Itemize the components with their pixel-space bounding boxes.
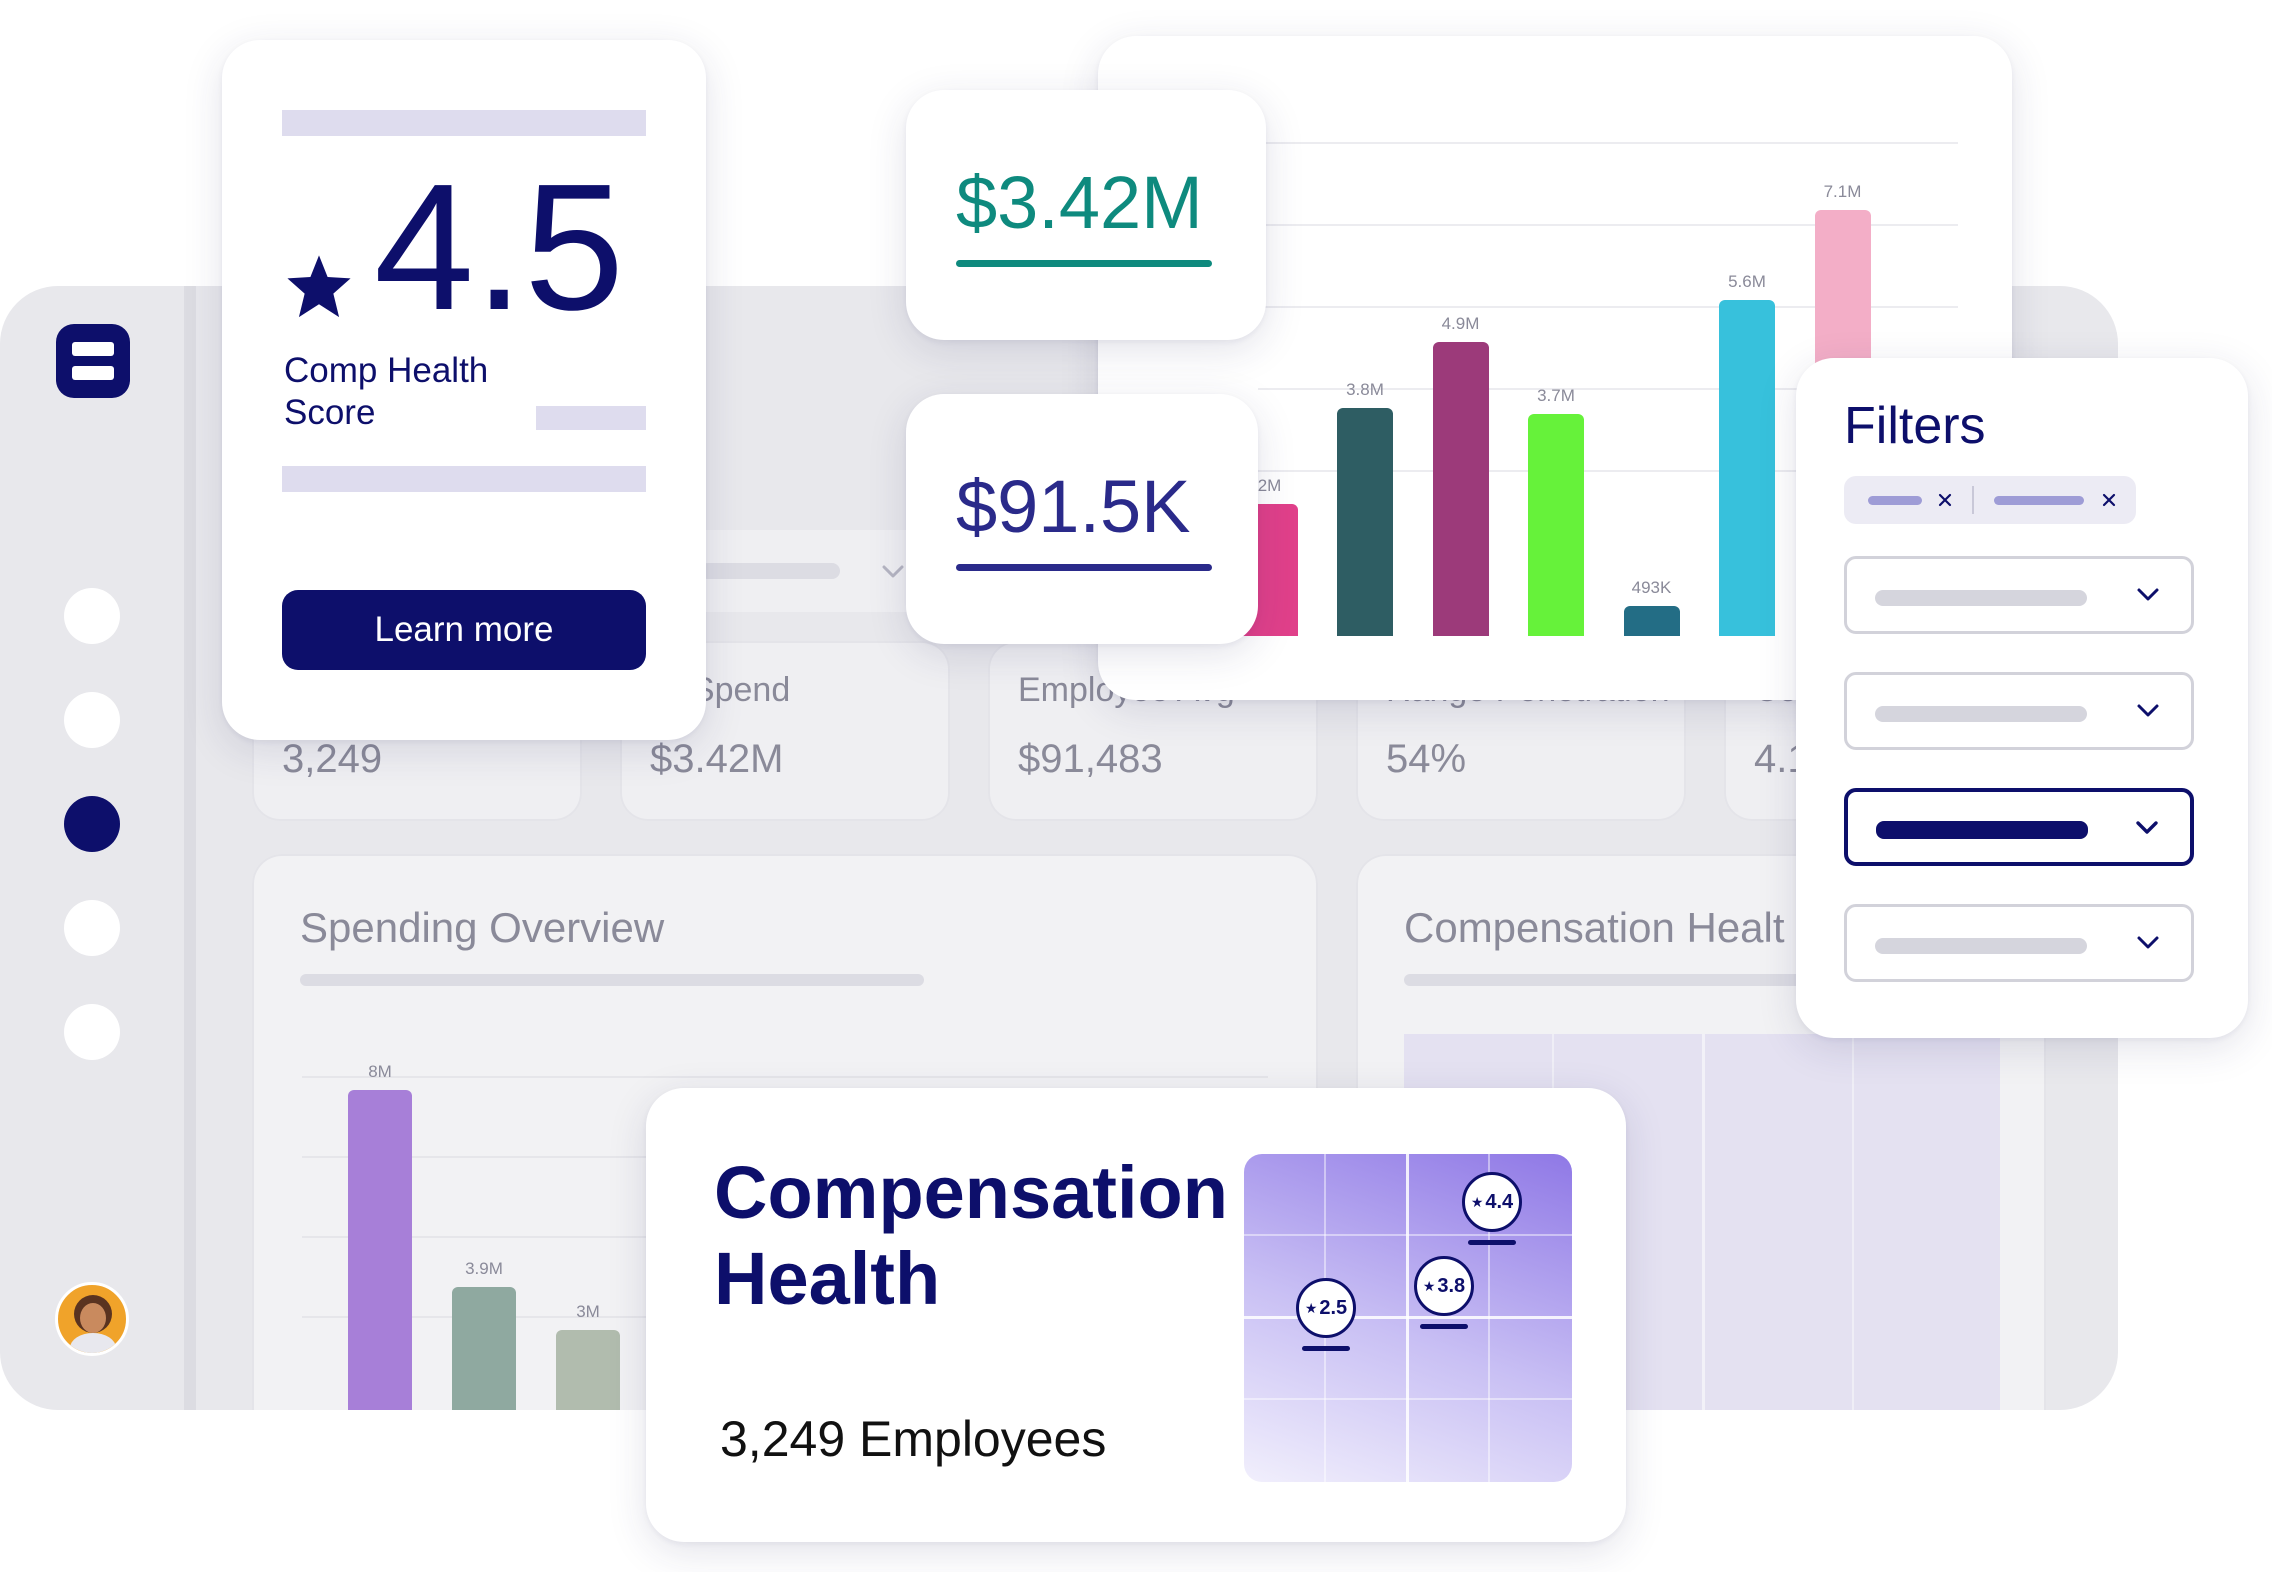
sidebar-item-4[interactable]: [64, 900, 120, 956]
panel-title: Compensation Healt: [1404, 904, 1785, 951]
top-chart-bar-label: 2M: [1257, 476, 1282, 495]
sidebar-item-1[interactable]: [64, 588, 120, 644]
star-icon: ★: [1470, 1193, 1484, 1210]
average-salary-underline: [956, 564, 1212, 571]
average-salary-value: $91.5K: [956, 465, 1191, 548]
bubble-value: 3.8: [1437, 1274, 1466, 1297]
bubble-value: 2.5: [1319, 1296, 1348, 1319]
top-chart-bar-label: 4.9M: [1441, 314, 1480, 333]
total-spend-value: $3.42M: [956, 161, 1203, 244]
top-chart-bar-label: 493K: [1631, 578, 1672, 598]
spending-bar: [556, 1330, 620, 1410]
filter-select-1[interactable]: [1844, 556, 2194, 634]
spending-bar: [348, 1090, 412, 1410]
spending-bar-label: 3.9M: [465, 1258, 503, 1278]
close-icon[interactable]: [1936, 491, 1954, 509]
top-chart-bar: [1528, 414, 1584, 636]
bubble-underline: [1420, 1324, 1468, 1329]
sidebar-divider: [184, 286, 196, 1410]
top-chart-bar-label: 3.7M: [1537, 386, 1575, 405]
chevron-down-icon: [2137, 936, 2159, 949]
bubble-value: 4.4: [1485, 1190, 1514, 1213]
score-value: 4.5: [374, 147, 625, 348]
sidebar-item-5[interactable]: [64, 1004, 120, 1060]
sidebar-item-3[interactable]: [64, 796, 120, 852]
learn-more-button[interactable]: Learn more: [282, 590, 646, 670]
chevron-down-icon: [882, 565, 904, 578]
comp-health-score-card: 4.5 Comp Health Score Learn more: [222, 40, 706, 740]
chevron-down-icon: [2136, 821, 2158, 834]
filter-chips: [1844, 476, 2136, 524]
score-bubble[interactable]: ★ 3.8: [1414, 1256, 1474, 1316]
score-bubble[interactable]: ★ 4.4: [1462, 1172, 1522, 1232]
bubble-underline: [1302, 1346, 1350, 1351]
spending-bar-label: 3M: [576, 1302, 600, 1321]
score-label: Comp Health Score: [284, 350, 488, 434]
filters-card: Filters: [1796, 358, 2248, 1038]
chevron-down-icon: [2137, 588, 2159, 601]
stat-value: $91,483: [1018, 737, 1163, 781]
star-icon: ★: [1304, 1299, 1318, 1316]
spending-bar-label: 8M: [368, 1062, 392, 1081]
score-bubble[interactable]: ★ 2.5: [1296, 1278, 1356, 1338]
filter-select-2[interactable]: [1844, 672, 2194, 750]
star-icon: ★: [1422, 1277, 1436, 1294]
stat-value: 54%: [1386, 737, 1467, 781]
top-chart-bar-label: 5.6M: [1728, 272, 1766, 291]
top-chart-bar-label: 3.8M: [1346, 380, 1384, 399]
filters-title: Filters: [1844, 397, 1986, 455]
total-spend-card: $3.42M: [906, 90, 1266, 340]
card-title-line: Compensation: [714, 1151, 1228, 1234]
total-spend-underline: [956, 260, 1212, 267]
panel-title: Spending Overview: [300, 904, 665, 951]
top-chart-bar: [1623, 606, 1680, 636]
sidebar-item-2[interactable]: [64, 692, 120, 748]
avatar[interactable]: [55, 1282, 129, 1356]
top-chart-bar-label: 7.1M: [1823, 182, 1862, 201]
score-label-line: Comp Health: [284, 351, 489, 390]
top-chart-bar: [1719, 300, 1775, 636]
learn-more-label: Learn more: [374, 610, 554, 649]
compensation-health-card: Compensation Health 3,249 Employees ★ 2.5…: [646, 1088, 1626, 1542]
stat-value: $3.42M: [650, 737, 784, 781]
filter-select-4[interactable]: [1844, 904, 2194, 982]
health-quadrant-chart: ★ 2.5 ★ 3.8 ★ 4.4: [1244, 1154, 1572, 1482]
close-icon[interactable]: [2100, 491, 2118, 509]
score-label-line: Score: [284, 393, 376, 432]
bubble-underline: [1468, 1240, 1516, 1245]
app-logo-icon[interactable]: [56, 324, 130, 398]
star-icon: [287, 255, 351, 318]
average-salary-card: $91.5K: [906, 394, 1258, 644]
employee-count: 3,249 Employees: [720, 1411, 1107, 1467]
stat-value: 3,249: [282, 737, 383, 781]
filter-select-3[interactable]: [1844, 788, 2194, 866]
chevron-down-icon: [2137, 704, 2159, 717]
top-chart-bar: [1337, 408, 1393, 636]
card-title: Compensation Health: [714, 1150, 1228, 1322]
top-chart-bar: [1432, 342, 1489, 636]
spending-bar: [452, 1286, 516, 1410]
card-title-line: Health: [714, 1237, 941, 1320]
search-bar[interactable]: [680, 530, 920, 612]
